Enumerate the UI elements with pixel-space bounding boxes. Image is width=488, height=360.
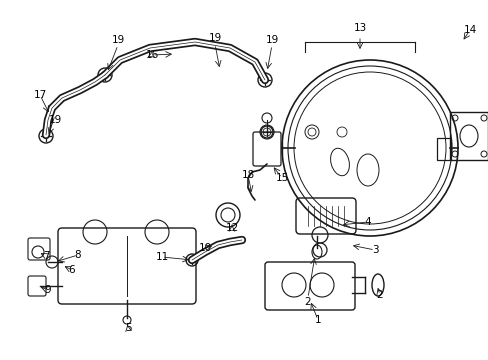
Text: 5: 5 bbox=[124, 323, 131, 333]
Text: 2: 2 bbox=[376, 290, 383, 300]
Text: 1: 1 bbox=[314, 315, 321, 325]
Text: 18: 18 bbox=[241, 170, 254, 180]
Text: 14: 14 bbox=[463, 25, 476, 35]
Text: 12: 12 bbox=[225, 223, 238, 233]
Text: 13: 13 bbox=[353, 23, 366, 33]
Text: 19: 19 bbox=[208, 33, 221, 43]
Text: 19: 19 bbox=[111, 35, 124, 45]
Text: 3: 3 bbox=[371, 245, 378, 255]
Text: 19: 19 bbox=[48, 115, 61, 125]
Text: 8: 8 bbox=[75, 250, 81, 260]
Text: 17: 17 bbox=[33, 90, 46, 100]
Text: 16: 16 bbox=[145, 50, 158, 60]
Text: 19: 19 bbox=[265, 35, 278, 45]
Text: 10: 10 bbox=[198, 243, 211, 253]
Text: 6: 6 bbox=[68, 265, 75, 275]
Text: 7: 7 bbox=[42, 251, 49, 261]
Text: 9: 9 bbox=[44, 285, 51, 295]
Text: 4: 4 bbox=[364, 217, 370, 227]
Text: 2: 2 bbox=[304, 297, 311, 307]
Text: 11: 11 bbox=[155, 252, 168, 262]
Text: 15: 15 bbox=[275, 173, 288, 183]
